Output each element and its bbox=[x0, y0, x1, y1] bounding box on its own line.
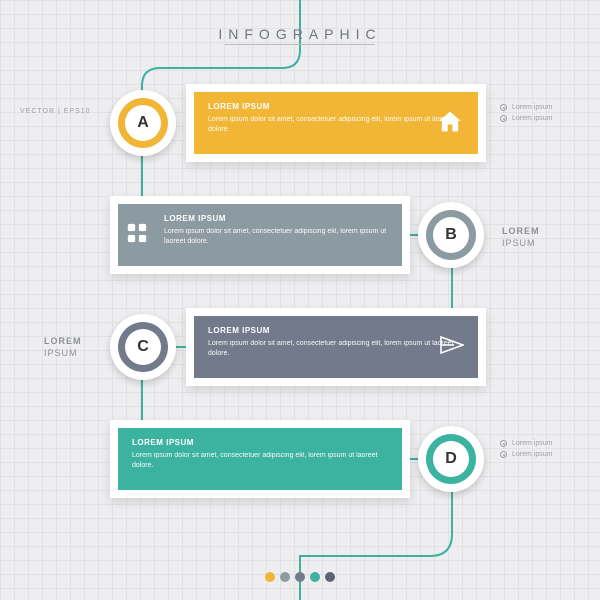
step-c-side-label: LOREM IPSUM bbox=[44, 336, 82, 359]
title-underline bbox=[225, 44, 375, 45]
step-d-heading: LOREM IPSUM bbox=[132, 438, 388, 447]
step-c-badge: C bbox=[110, 314, 176, 380]
step-b-text: Lorem ipsum dolor sit amet, consectetuer… bbox=[164, 227, 388, 247]
step-a-letter: A bbox=[125, 105, 161, 141]
palette-swatch bbox=[280, 572, 290, 582]
side-label-line: IPSUM bbox=[44, 348, 82, 360]
step-b-side-label: LOREM IPSUM bbox=[502, 226, 540, 249]
palette-swatch bbox=[325, 572, 335, 582]
bullet-text: Lorem ipsum bbox=[512, 440, 552, 447]
palette-swatch bbox=[310, 572, 320, 582]
side-label-line: IPSUM bbox=[502, 238, 540, 250]
step-b-card: LOREM IPSUM Lorem ipsum dolor sit amet, … bbox=[110, 196, 410, 274]
step-c-card: LOREM IPSUM Lorem ipsum dolor sit amet, … bbox=[186, 308, 486, 386]
step-c-heading: LOREM IPSUM bbox=[208, 326, 464, 335]
step-c-text: Lorem ipsum dolor sit amet, consectetuer… bbox=[208, 339, 464, 359]
step-d-badge: D bbox=[418, 426, 484, 492]
page-title: INFOGRAPHIC bbox=[218, 26, 381, 42]
bullet-dot-icon bbox=[500, 440, 507, 447]
step-d-bullets: Lorem ipsum Lorem ipsum bbox=[500, 440, 552, 462]
step-d-card: LOREM IPSUM Lorem ipsum dolor sit amet, … bbox=[110, 420, 410, 498]
step-b-letter: B bbox=[433, 217, 469, 253]
bullet-text: Lorem ipsum bbox=[512, 115, 552, 122]
home-icon bbox=[436, 108, 464, 136]
step-a-card: LOREM IPSUM Lorem ipsum dolor sit amet, … bbox=[186, 84, 486, 162]
step-d-letter: D bbox=[433, 441, 469, 477]
palette-swatch bbox=[265, 572, 275, 582]
vector-tag: VECTOR | EPS10 bbox=[20, 108, 91, 115]
step-b-badge: B bbox=[418, 202, 484, 268]
step-d-text: Lorem ipsum dolor sit amet, consectetuer… bbox=[132, 451, 388, 471]
bullet-dot-icon bbox=[500, 451, 507, 458]
flag-icon bbox=[440, 336, 464, 356]
bullet-dot-icon bbox=[500, 115, 507, 122]
step-a-bullets: Lorem ipsum Lorem ipsum bbox=[500, 104, 552, 126]
step-b-heading: LOREM IPSUM bbox=[164, 214, 388, 223]
bullet-text: Lorem ipsum bbox=[512, 104, 552, 111]
step-a-badge: A bbox=[110, 90, 176, 156]
side-label-line: LOREM bbox=[502, 226, 540, 238]
bullet-text: Lorem ipsum bbox=[512, 451, 552, 458]
step-a-text: Lorem ipsum dolor sit amet, consectetuer… bbox=[208, 115, 464, 135]
color-palette bbox=[265, 572, 335, 582]
bullet-dot-icon bbox=[500, 104, 507, 111]
palette-swatch bbox=[295, 572, 305, 582]
step-c-letter: C bbox=[125, 329, 161, 365]
side-label-line: LOREM bbox=[44, 336, 82, 348]
step-a-heading: LOREM IPSUM bbox=[208, 102, 464, 111]
